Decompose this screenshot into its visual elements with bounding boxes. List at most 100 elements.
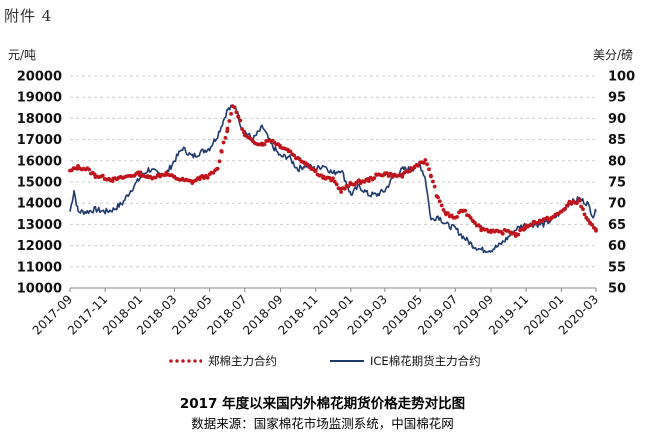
- data-point-zhengmian: [240, 127, 245, 131]
- right-y-tick-label: 95: [608, 91, 626, 106]
- right-y-tick-label: 60: [608, 239, 626, 254]
- data-point-zhengmian: [229, 111, 234, 116]
- data-point-zhengmian: [138, 170, 143, 175]
- data-point-zhengmian: [441, 208, 446, 212]
- right-y-tick-label: 50: [608, 282, 626, 297]
- left-y-tick-label: 12000: [17, 239, 62, 254]
- left-y-tick-label: 19000: [17, 91, 62, 106]
- data-point-zhengmian: [236, 115, 241, 119]
- right-y-tick-label: 70: [608, 197, 626, 212]
- data-point-zhengmian: [427, 167, 431, 172]
- data-point-zhengmian: [421, 161, 426, 165]
- right-y-tick-label: 100: [608, 70, 635, 85]
- data-point-zhengmian: [242, 130, 246, 135]
- data-point-zhengmian: [432, 184, 437, 189]
- data-point-zhengmian: [439, 203, 444, 208]
- data-point-zhengmian: [384, 171, 389, 176]
- data-point-zhengmian: [581, 207, 585, 212]
- left-y-tick-label: 18000: [17, 112, 62, 127]
- left-y-tick-label: 13000: [17, 218, 62, 233]
- data-point-zhengmian: [332, 179, 337, 184]
- right-y-tick-label: 90: [608, 112, 626, 127]
- data-point-zhengmian: [357, 178, 361, 183]
- data-point-zhengmian: [342, 186, 347, 191]
- data-point-zhengmian: [205, 175, 210, 180]
- data-point-zhengmian: [563, 206, 567, 211]
- data-point-zhengmian: [217, 159, 222, 164]
- data-point-zhengmian: [327, 175, 332, 180]
- data-point-zhengmian: [455, 215, 459, 219]
- data-point-zhengmian: [232, 105, 237, 110]
- left-y-tick-label: 11000: [17, 260, 62, 275]
- left-axis-unit: 元/吨: [8, 48, 37, 62]
- right-y-axis: 50 55 60 65 70 75 80 85 90 95 100: [608, 70, 635, 297]
- right-y-tick-label: 65: [608, 218, 626, 233]
- data-point-zhengmian: [305, 162, 310, 167]
- right-y-tick-label: 55: [608, 260, 626, 275]
- data-point-zhengmian: [234, 110, 239, 115]
- legend-label-zhengmian: 郑棉主力合约: [208, 354, 277, 368]
- data-point-zhengmian: [339, 190, 343, 194]
- data-point-zhengmian: [425, 162, 429, 167]
- data-point-zhengmian: [478, 225, 483, 229]
- gridlines: [70, 75, 596, 289]
- data-point-zhengmian: [223, 136, 228, 140]
- data-point-zhengmian: [423, 158, 428, 162]
- data-point-zhengmian: [215, 166, 220, 171]
- legend: 郑棉主力合约 ICE棉花期货主力合约: [168, 353, 498, 369]
- data-point-zhengmian: [579, 204, 583, 209]
- data-point-zhengmian: [331, 176, 335, 181]
- left-y-axis: 10000 11000 12000 13000 14000 15000 16000 17000…: [17, 70, 62, 297]
- legend-item-ice: ICE棉花期货主力合约: [330, 353, 481, 369]
- data-point-zhengmian: [416, 163, 421, 168]
- right-axis-unit: 美分/磅: [592, 48, 633, 62]
- right-y-tick-label: 80: [608, 154, 626, 169]
- data-point-zhengmian: [429, 174, 433, 179]
- left-y-tick-label: 14000: [17, 197, 62, 212]
- data-point-zhengmian: [577, 198, 582, 203]
- data-point-zhengmian: [529, 222, 534, 227]
- chart-caption-source: 数据来源：国家棉花市场监测系统，中国棉花网: [191, 416, 454, 431]
- data-point-zhengmian: [372, 176, 377, 181]
- chart-caption-title: 2017 年度以来国内外棉花期货价格走势对比图: [179, 396, 466, 412]
- data-point-zhengmian: [346, 184, 351, 189]
- data-point-zhengmian: [575, 201, 579, 206]
- data-point-zhengmian: [221, 140, 226, 145]
- plot-area: [68, 104, 598, 254]
- data-point-zhengmian: [500, 231, 505, 236]
- data-point-zhengmian: [473, 221, 477, 225]
- data-point-zhengmian: [262, 142, 267, 147]
- data-point-zhengmian: [446, 211, 450, 216]
- data-point-zhengmian: [516, 232, 521, 237]
- data-point-zhengmian: [366, 179, 371, 184]
- data-point-zhengmian: [225, 126, 230, 131]
- right-y-tick-label: 85: [608, 133, 626, 148]
- data-point-zhengmian: [334, 182, 339, 187]
- left-y-tick-label: 16000: [17, 154, 62, 169]
- data-point-zhengmian: [582, 212, 587, 217]
- x-axis: 2017-092017-112018-012018-032018-052018-…: [30, 288, 601, 338]
- data-point-zhengmian: [100, 173, 105, 178]
- data-point-zhengmian: [292, 153, 296, 158]
- legend-item-zhengmian: 郑棉主力合约: [168, 353, 277, 369]
- data-point-zhengmian: [238, 118, 243, 123]
- left-y-tick-label: 15000: [17, 176, 62, 191]
- left-y-tick-label: 20000: [17, 70, 62, 85]
- data-point-zhengmian: [431, 179, 435, 184]
- legend-swatch-dotted: [168, 358, 202, 364]
- right-y-tick-label: 75: [608, 176, 626, 191]
- left-y-tick-label: 10000: [17, 282, 62, 297]
- data-point-zhengmian: [313, 168, 318, 173]
- series-line-ice: [69, 104, 597, 254]
- series-dots-zhengmian: [68, 104, 598, 238]
- data-point-zhengmian: [436, 195, 440, 200]
- data-point-zhengmian: [225, 129, 230, 134]
- data-point-zhengmian: [594, 228, 598, 233]
- data-point-zhengmian: [153, 175, 158, 180]
- data-point-zhengmian: [408, 169, 413, 173]
- data-point-zhengmian: [468, 216, 473, 220]
- data-point-zhengmian: [227, 119, 232, 123]
- data-point-zhengmian: [463, 208, 468, 213]
- data-point-zhengmian: [590, 222, 594, 227]
